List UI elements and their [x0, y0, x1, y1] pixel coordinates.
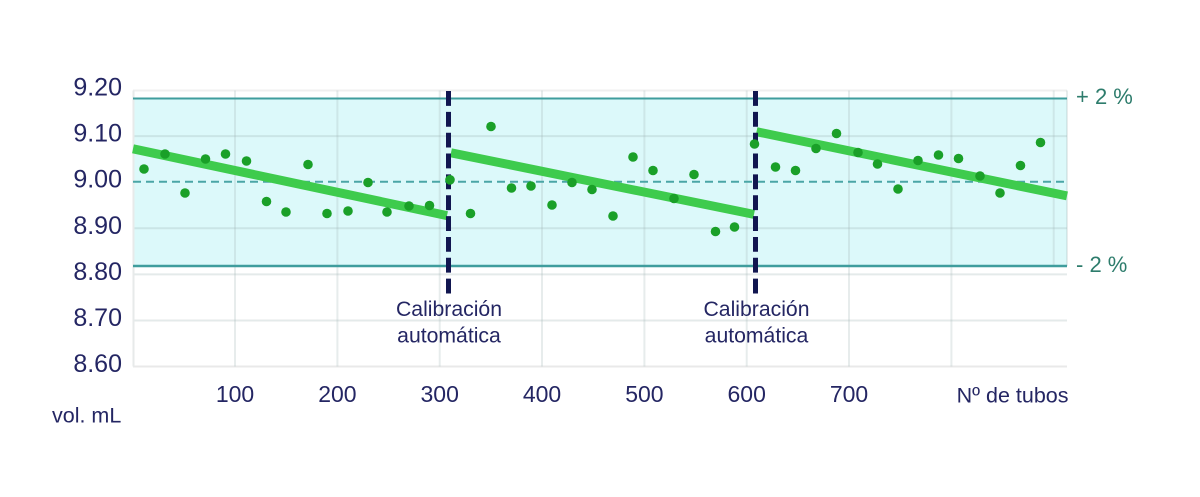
svg-text:automática: automática	[397, 325, 501, 348]
svg-text:100: 100	[216, 381, 254, 407]
svg-text:Calibración: Calibración	[704, 298, 810, 321]
svg-text:8.70: 8.70	[73, 304, 122, 332]
svg-text:500: 500	[625, 381, 663, 407]
svg-text:200: 200	[318, 381, 356, 407]
svg-text:automática: automática	[705, 325, 809, 348]
svg-text:8.60: 8.60	[73, 350, 122, 378]
svg-text:600: 600	[728, 381, 766, 407]
svg-text:700: 700	[830, 381, 868, 407]
svg-text:- 2 %: - 2 %	[1076, 252, 1127, 277]
svg-text:9.10: 9.10	[73, 120, 122, 148]
svg-text:8.80: 8.80	[73, 258, 122, 286]
svg-text:300: 300	[421, 381, 459, 407]
svg-text:Nº de tubos: Nº de tubos	[957, 384, 1069, 408]
svg-text:9.00: 9.00	[73, 166, 122, 194]
svg-text:Calibración: Calibración	[396, 298, 502, 321]
svg-text:8.90: 8.90	[73, 212, 122, 240]
svg-text:+ 2 %: + 2 %	[1076, 84, 1133, 109]
svg-text:400: 400	[523, 381, 561, 407]
svg-text:9.20: 9.20	[73, 74, 122, 102]
svg-text:vol. mL: vol. mL	[52, 404, 121, 428]
